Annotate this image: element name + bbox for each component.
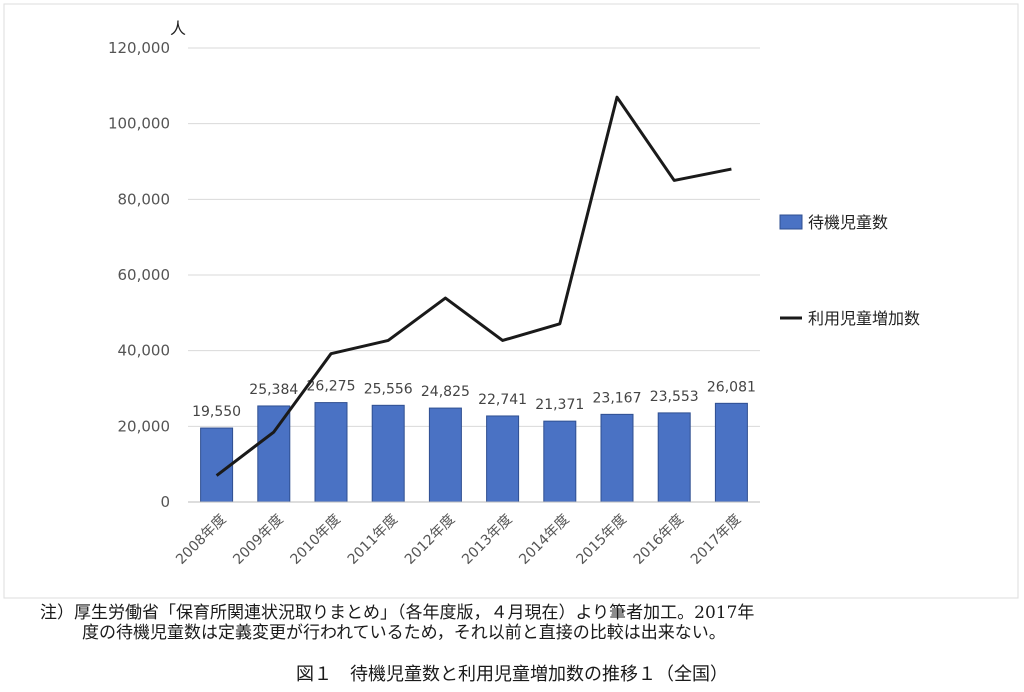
x-axis-ticks: 2008年度 2009年度 2010年度 2011年度 2012年度 2013年度 2014… — [173, 512, 744, 568]
y-tick-label: 80,000 — [118, 190, 171, 208]
y-tick-label: 20,000 — [118, 417, 171, 435]
y-tick-label: 40,000 — [118, 342, 171, 360]
x-tick-label: 2012年度 — [402, 512, 458, 568]
bar — [314, 402, 348, 503]
bar — [543, 420, 577, 503]
bar-data-label: 24,825 — [421, 384, 470, 400]
bar-data-label: 22,741 — [478, 392, 527, 408]
bar — [428, 407, 462, 503]
y-tick-label: 120,000 — [108, 39, 170, 57]
gridlines — [188, 47, 760, 427]
bar-data-label: 21,371 — [535, 397, 584, 413]
x-tick-label: 2015年度 — [574, 512, 630, 568]
bar — [200, 427, 234, 503]
source-note-line2: 度の待機児童数は定義変更が行われているため，それ以前と直接の比較は出来ない。 — [82, 623, 726, 643]
legend-bar-swatch — [779, 214, 803, 230]
bar-series — [200, 402, 748, 503]
source-note-line1: 注）厚生労働省「保育所関連状況取りまとめ」（各年度版，４月現在）より筆者加工。2… — [40, 603, 755, 623]
x-tick-label: 2013年度 — [459, 512, 515, 568]
line-series — [215, 95, 732, 477]
bar-value-labels: 19,550 25,384 26,275 25,556 24,825 22,741 21,3… — [192, 379, 756, 420]
bar-data-label: 23,553 — [650, 389, 699, 405]
line-series-path — [215, 95, 732, 477]
source-note: 注）厚生労働省「保育所関連状況取りまとめ」（各年度版，４月現在）より筆者加工。2… — [40, 603, 1020, 643]
y-tick-label: 0 — [160, 493, 170, 511]
bar-data-label: 23,167 — [593, 390, 642, 406]
legend: 待機児童数 利用児童増加数 — [779, 213, 920, 328]
bar-data-label: 19,550 — [192, 404, 241, 420]
chart: 020,00040,00060,00080,000100,000120,000 … — [3, 3, 1019, 599]
x-tick-label: 2009年度 — [230, 512, 286, 568]
bar — [371, 404, 405, 503]
bar — [600, 413, 634, 503]
x-tick-label: 2011年度 — [345, 512, 401, 568]
x-tick-label: 2016年度 — [631, 512, 687, 568]
y-unit-label: 人 — [170, 19, 186, 38]
x-tick-label: 2008年度 — [173, 512, 229, 568]
bar-data-label: 25,556 — [364, 381, 413, 397]
bar — [714, 402, 748, 503]
bar-data-label: 26,081 — [707, 379, 756, 395]
plot-area-border — [3, 3, 1019, 599]
legend-bar-label: 待機児童数 — [808, 213, 888, 232]
bar-data-label: 25,384 — [249, 382, 298, 398]
bar-data-label: 26,275 — [307, 379, 356, 395]
bar — [486, 415, 520, 503]
bar — [657, 412, 691, 503]
y-axis-ticks: 0 20,000 40,000 60,000 80,000 100,000 120,000 — [108, 39, 170, 511]
x-tick-label: 2014年度 — [516, 512, 572, 568]
x-tick-label: 2017年度 — [688, 512, 744, 568]
bar — [257, 405, 291, 503]
legend-line-label: 利用児童増加数 — [808, 309, 920, 328]
figure-caption: 図１ 待機児童数と利用児童増加数の推移１（全国） — [296, 664, 728, 685]
y-tick-label: 60,000 — [118, 266, 171, 284]
y-tick-label: 100,000 — [108, 115, 170, 133]
x-tick-label: 2010年度 — [288, 512, 344, 568]
